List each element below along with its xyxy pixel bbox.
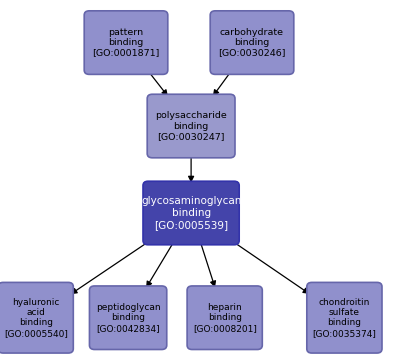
Text: peptidoglycan
binding
[GO:0042834]: peptidoglycan binding [GO:0042834] — [96, 303, 160, 333]
FancyBboxPatch shape — [89, 286, 167, 349]
FancyBboxPatch shape — [147, 94, 235, 158]
Text: chondroitin
sulfate
binding
[GO:0035374]: chondroitin sulfate binding [GO:0035374] — [312, 297, 376, 338]
FancyBboxPatch shape — [307, 283, 382, 353]
FancyBboxPatch shape — [210, 11, 294, 75]
Text: carbohydrate
binding
[GO:0030246]: carbohydrate binding [GO:0030246] — [218, 28, 286, 58]
FancyBboxPatch shape — [0, 283, 73, 353]
FancyBboxPatch shape — [143, 181, 239, 245]
FancyBboxPatch shape — [187, 286, 262, 349]
Text: polysaccharide
binding
[GO:0030247]: polysaccharide binding [GO:0030247] — [155, 111, 227, 141]
FancyBboxPatch shape — [84, 11, 168, 75]
Text: glycosaminoglycan
binding
[GO:0005539]: glycosaminoglycan binding [GO:0005539] — [141, 196, 241, 230]
Text: pattern
binding
[GO:0001871]: pattern binding [GO:0001871] — [92, 28, 160, 58]
Text: hyaluronic
acid
binding
[GO:0005540]: hyaluronic acid binding [GO:0005540] — [4, 297, 68, 338]
Text: heparin
binding
[GO:0008201]: heparin binding [GO:0008201] — [193, 303, 257, 333]
